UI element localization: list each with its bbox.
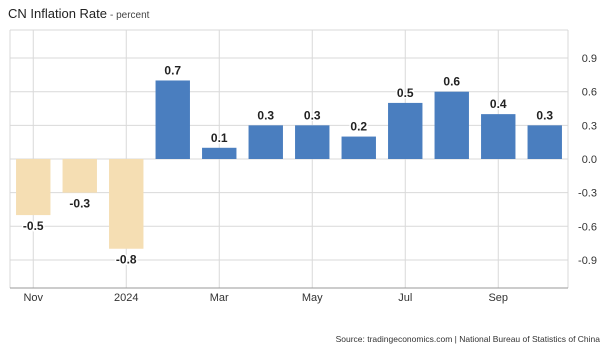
bar [155,80,190,159]
bar [109,159,144,249]
y-tick-label: 0.9 [582,53,597,65]
chart-header: CN Inflation Rate - percent [8,5,149,23]
data-label: 0.4 [490,97,507,111]
bar [62,159,97,193]
bar [16,159,51,216]
data-label: 0.2 [350,120,367,134]
data-label: 0.1 [211,131,228,145]
data-label: -0.8 [116,253,137,267]
y-tick-label: 0.3 [582,120,597,132]
chart-subtitle: - percent [110,10,150,21]
source-note: Source: tradingeconomics.com | National … [335,334,600,344]
data-label: 0.7 [164,63,181,77]
bar [481,114,516,159]
x-tick-label: 2024 [114,292,138,304]
y-tick-label: 0.0 [582,154,597,166]
data-label: 0.3 [304,108,321,122]
x-tick-label: May [302,292,323,304]
x-tick-label: Sep [488,292,508,304]
bar [248,125,283,159]
bar [434,91,469,159]
bar [202,147,237,159]
data-label: 0.3 [536,108,553,122]
y-tick-label: -0.3 [578,188,597,200]
x-tick-label: Jul [398,292,412,304]
data-label: 0.6 [443,75,460,89]
bar [341,136,376,159]
y-tick-label: 0.6 [582,87,597,99]
chart-title: CN Inflation Rate [8,6,107,21]
data-label: 0.5 [397,86,414,100]
bar [295,125,330,159]
bar [388,102,423,159]
y-tick-label: -0.6 [578,221,597,233]
x-tick-label: Nov [23,292,43,304]
x-tick-label: Mar [210,292,229,304]
data-label: 0.3 [257,108,274,122]
data-label: -0.5 [23,219,44,233]
bar [527,125,562,159]
data-label: -0.3 [69,197,90,211]
y-tick-label: -0.9 [578,255,597,267]
